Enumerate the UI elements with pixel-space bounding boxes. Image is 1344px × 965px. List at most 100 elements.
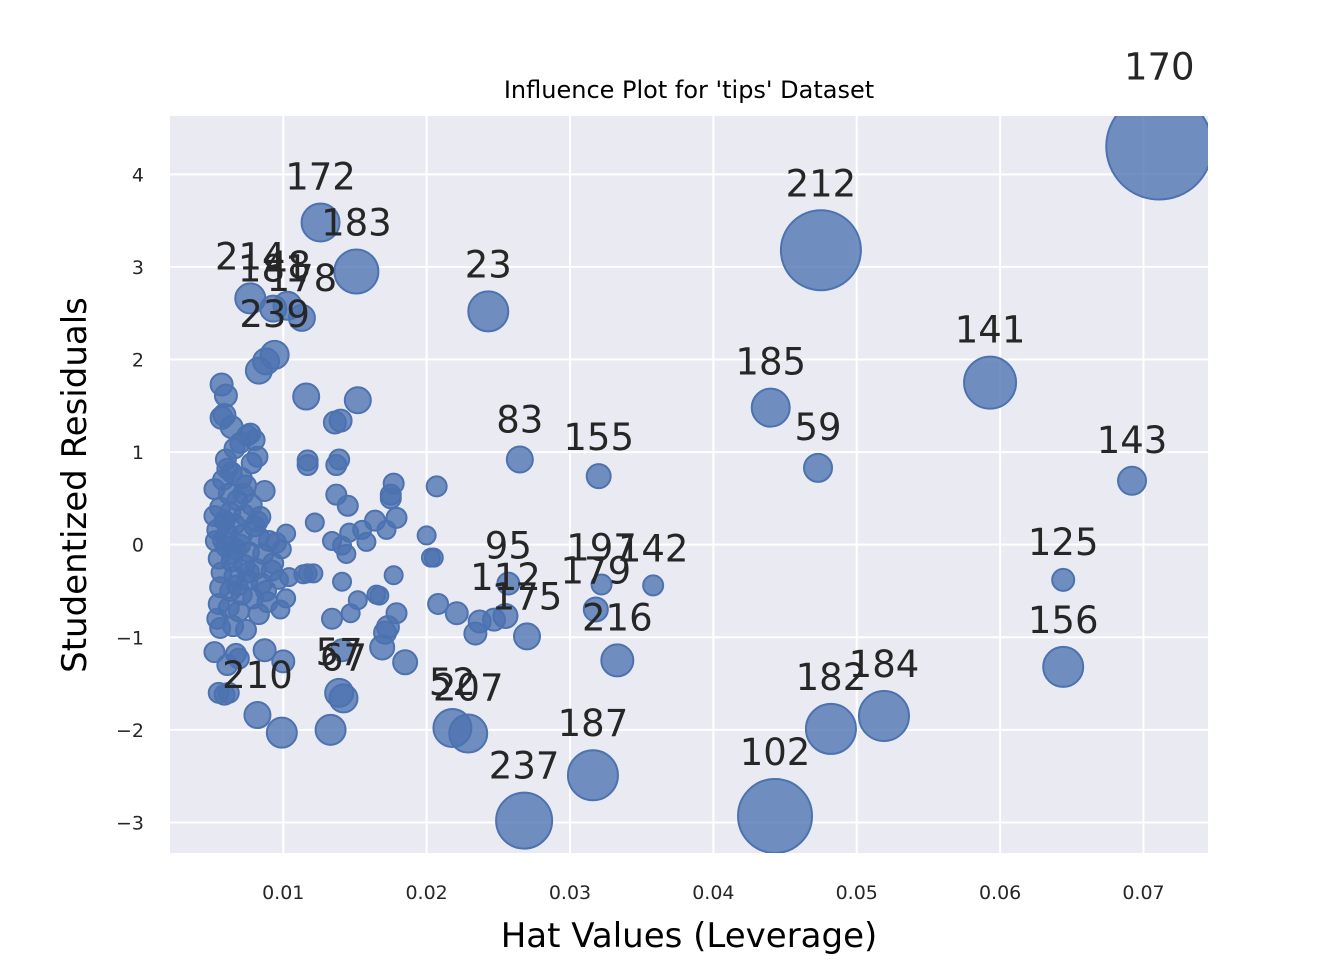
data-point xyxy=(292,382,321,411)
data-point xyxy=(247,603,270,626)
data-point xyxy=(963,355,1018,410)
y-axis-title: Studentized Residuals xyxy=(55,297,95,673)
point-label: 179 xyxy=(560,549,631,592)
y-tick-label: 3 xyxy=(132,257,144,279)
point-label: 237 xyxy=(489,745,560,788)
data-point xyxy=(229,533,252,556)
data-point xyxy=(379,487,402,510)
data-point xyxy=(1117,465,1148,496)
point-label: 83 xyxy=(496,399,543,442)
data-point xyxy=(216,457,239,480)
data-point xyxy=(296,454,319,477)
point-label: 52 xyxy=(429,661,476,704)
point-label: 170 xyxy=(1124,46,1195,89)
data-point xyxy=(328,408,353,433)
point-label: 216 xyxy=(582,596,653,639)
point-label: 187 xyxy=(558,702,629,745)
data-point xyxy=(737,777,814,853)
data-point xyxy=(369,585,390,606)
data-point xyxy=(246,510,269,533)
point-label: 212 xyxy=(786,162,857,205)
point-label: 23 xyxy=(465,243,512,286)
data-point xyxy=(227,647,250,670)
point-label: 67 xyxy=(320,636,367,679)
data-point xyxy=(336,494,359,517)
data-point xyxy=(240,452,263,475)
point-label: 185 xyxy=(735,341,806,384)
x-axis-title: Hat Values (Leverage) xyxy=(501,916,878,956)
data-point xyxy=(1042,645,1085,688)
data-point xyxy=(803,452,834,483)
point-label: 143 xyxy=(1097,419,1168,462)
data-point xyxy=(505,445,534,474)
data-point xyxy=(328,683,359,714)
point-label: 156 xyxy=(1028,599,1099,642)
data-point xyxy=(217,681,240,704)
data-point xyxy=(209,405,234,430)
data-point xyxy=(779,209,862,292)
data-point xyxy=(314,713,347,746)
data-point xyxy=(265,716,298,749)
data-point xyxy=(325,454,348,477)
y-tick-label: −2 xyxy=(116,720,144,742)
y-tick-label: 0 xyxy=(132,535,144,557)
data-point xyxy=(243,701,272,730)
point-label: 178 xyxy=(267,257,338,300)
y-tick-labels: −3 −2 −1 0 1 2 3 4 xyxy=(116,164,144,834)
data-point xyxy=(444,601,469,626)
data-point xyxy=(304,512,325,533)
data-point xyxy=(482,607,507,632)
data-point xyxy=(585,463,612,490)
data-point xyxy=(496,571,521,596)
point-label: 239 xyxy=(239,293,310,336)
point-label: 207 xyxy=(433,667,504,710)
point-label: 141 xyxy=(955,309,1026,352)
x-tick-label: 0.07 xyxy=(1122,882,1164,904)
data-point xyxy=(804,702,857,755)
point-label: 102 xyxy=(740,731,811,774)
data-point xyxy=(423,547,444,568)
data-point xyxy=(252,347,281,376)
data-point xyxy=(463,621,488,646)
data-point xyxy=(232,482,255,505)
data-point xyxy=(340,603,361,624)
point-label: 181 xyxy=(238,248,309,291)
point-label: 184 xyxy=(849,643,920,686)
data-point xyxy=(203,641,226,664)
x-tick-label: 0.03 xyxy=(549,882,591,904)
data-point xyxy=(287,303,316,332)
data-point xyxy=(253,479,276,502)
x-tick-label: 0.05 xyxy=(836,882,878,904)
data-point xyxy=(265,531,288,554)
y-tick-label: 2 xyxy=(132,350,144,372)
chart-title: Influence Plot for 'tips' Dataset xyxy=(504,76,874,104)
data-point xyxy=(750,387,791,428)
point-label: 175 xyxy=(492,575,563,618)
scatter-points xyxy=(203,116,1208,853)
data-point xyxy=(234,618,257,641)
y-tick-label: −1 xyxy=(116,627,144,649)
data-point xyxy=(226,574,249,597)
data-point xyxy=(857,689,910,742)
data-point xyxy=(336,543,357,564)
point-label: 172 xyxy=(285,155,356,198)
data-point xyxy=(271,649,296,674)
point-label: 197 xyxy=(566,526,637,569)
point-label: 112 xyxy=(470,556,541,599)
point-label: 95 xyxy=(485,525,532,568)
point-label: 183 xyxy=(321,202,392,245)
data-point xyxy=(590,573,613,596)
data-point xyxy=(416,525,437,546)
x-tick-label: 0.02 xyxy=(405,882,447,904)
data-point xyxy=(206,607,229,630)
data-point xyxy=(356,531,377,552)
data-point xyxy=(332,571,353,592)
point-label: 182 xyxy=(796,656,867,699)
y-tick-label: 1 xyxy=(132,442,144,464)
x-tick-label: 0.06 xyxy=(979,882,1021,904)
data-point xyxy=(252,638,277,663)
point-label: 142 xyxy=(618,527,689,570)
data-point xyxy=(642,574,665,597)
